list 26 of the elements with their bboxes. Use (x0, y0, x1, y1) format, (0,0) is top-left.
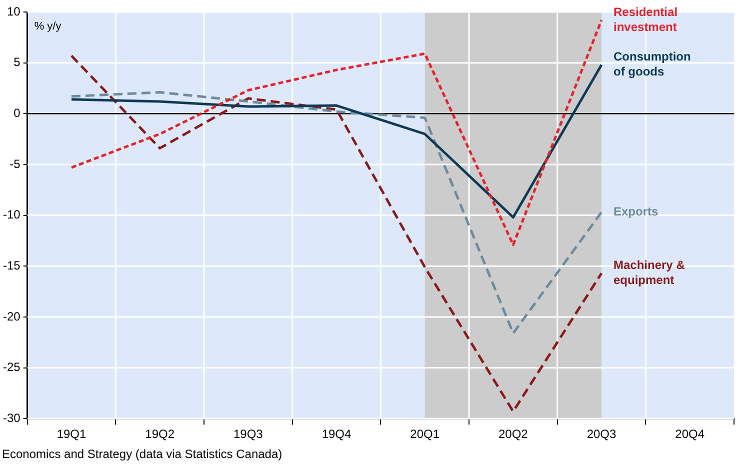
x-tick-label: 20Q4 (675, 427, 705, 442)
x-tick-label: 20Q3 (586, 427, 617, 442)
y-tick-label: -20 (3, 309, 21, 324)
y-tick-label: -25 (3, 360, 21, 374)
x-tick-label: 20Q1 (410, 427, 440, 442)
x-tick-label: 19Q2 (145, 427, 175, 442)
series-label: Consumption of goods (614, 50, 691, 79)
x-tick-label: 19Q4 (322, 427, 352, 442)
series-label: Residential investment (614, 4, 678, 34)
x-tick-label: 19Q1 (56, 427, 87, 442)
y-tick-label: -5 (10, 156, 21, 171)
y-tick-label: 5 (14, 55, 21, 70)
line-series (70, 91, 603, 334)
x-tick-label: 20Q2 (498, 427, 528, 442)
y-tick-label: -15 (3, 258, 21, 272)
y-tick-label: 10 (6, 4, 21, 18)
y-tick-label: 0 (14, 106, 21, 120)
y-tick-label: -10 (3, 208, 21, 222)
x-tick-label: 19Q3 (233, 427, 264, 442)
line-series (70, 18, 603, 246)
text: Economics and Strategy (data via Statistics Canada) (2, 447, 282, 461)
series-label: Exports (614, 204, 659, 219)
series-label: Machinery & equipment (614, 258, 686, 288)
y-tick-label: -30 (3, 410, 21, 425)
line-series (70, 54, 603, 413)
y-axis-title: % y/y (34, 20, 62, 33)
